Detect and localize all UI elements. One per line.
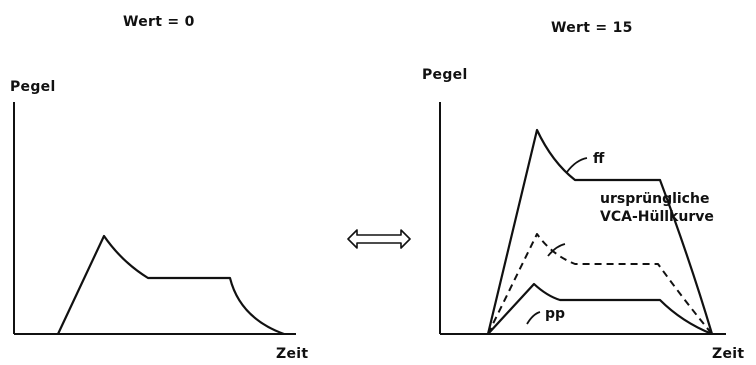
left-envelope-curve <box>57 234 285 336</box>
original-pointer-line <box>547 243 566 257</box>
right-y-axis-label: Pegel <box>422 67 468 83</box>
original-vca-envelope-curve <box>487 233 713 335</box>
double-arrow-icon <box>347 229 411 249</box>
pp-pointer-line <box>526 311 541 325</box>
left-title: Wert = 0 <box>123 14 195 30</box>
original-envelope-label-line2: VCA-Hüllkurve <box>600 209 714 225</box>
original-envelope-label-line1: ursprüngliche <box>600 191 710 207</box>
ff-label: ff <box>593 151 605 167</box>
pp-envelope-curve <box>487 282 713 336</box>
left-x-axis-label: Zeit <box>276 346 309 362</box>
right-title: Wert = 15 <box>551 20 633 36</box>
left-y-axis-label: Pegel <box>10 79 56 95</box>
ff-envelope-curve <box>486 128 714 335</box>
right-x-axis-label: Zeit <box>712 346 745 362</box>
right-axes <box>439 102 726 335</box>
left-axes <box>13 102 296 335</box>
pp-label: pp <box>545 306 566 322</box>
ff-pointer-line <box>566 157 588 173</box>
